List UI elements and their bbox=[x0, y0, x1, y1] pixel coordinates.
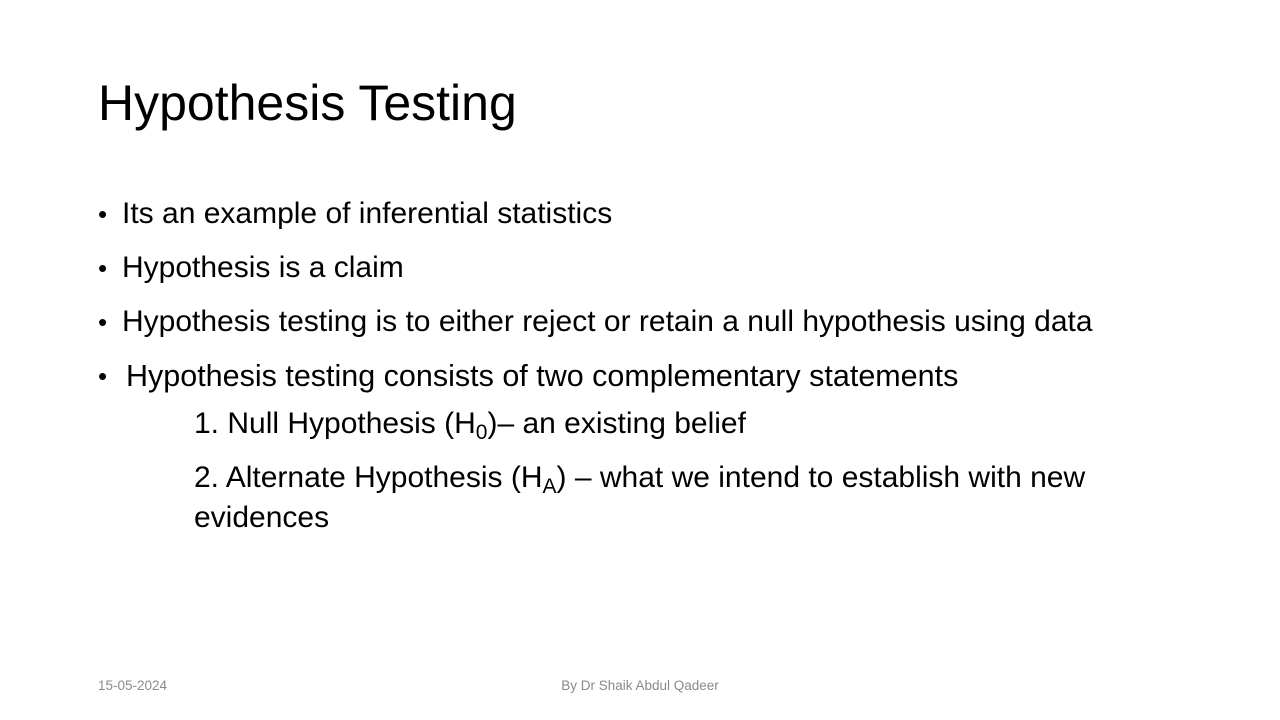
bullet-marker: • bbox=[98, 307, 108, 337]
alternate-hypothesis-prefix: 2. Alternate Hypothesis (H bbox=[194, 461, 543, 494]
bullet-item: • Hypothesis is a claim bbox=[98, 248, 1178, 288]
null-hypothesis-subscript: 0 bbox=[475, 421, 488, 444]
alternate-hypothesis-item: 2. Alternate Hypothesis (HA) – what we i… bbox=[194, 458, 1178, 538]
bullet-list: • Its an example of inferential statisti… bbox=[98, 194, 1178, 552]
alternate-hypothesis-suffix: ) – what we intend to establish with new… bbox=[194, 461, 1086, 534]
slide-title: Hypothesis Testing bbox=[98, 75, 517, 131]
footer-author: By Dr Shaik Abdul Qadeer bbox=[561, 678, 719, 693]
null-hypothesis-suffix: )– an existing belief bbox=[487, 407, 746, 440]
bullet-marker: • bbox=[98, 199, 108, 229]
bullet-item: • Hypothesis testing is to either reject… bbox=[98, 302, 1178, 342]
bullet-item: • Its an example of inferential statisti… bbox=[98, 194, 1178, 234]
footer-date: 15-05-2024 bbox=[98, 678, 168, 693]
alternate-hypothesis-subscript: A bbox=[542, 475, 557, 498]
null-hypothesis-prefix: 1. Null Hypothesis (H bbox=[194, 407, 476, 440]
null-hypothesis-item: 1. Null Hypothesis (H0)– an existing bel… bbox=[194, 404, 1178, 444]
bullet-text: Its an example of inferential statistics bbox=[122, 197, 613, 230]
bullet-text: Hypothesis testing is to either reject o… bbox=[122, 305, 1093, 338]
bullet-item: • Hypothesis testing consists of two com… bbox=[98, 356, 1178, 396]
bullet-marker: • bbox=[98, 361, 108, 391]
bullet-text: Hypothesis is a claim bbox=[122, 251, 404, 284]
bullet-marker: • bbox=[98, 253, 108, 283]
bullet-text: Hypothesis testing consists of two compl… bbox=[126, 359, 959, 393]
